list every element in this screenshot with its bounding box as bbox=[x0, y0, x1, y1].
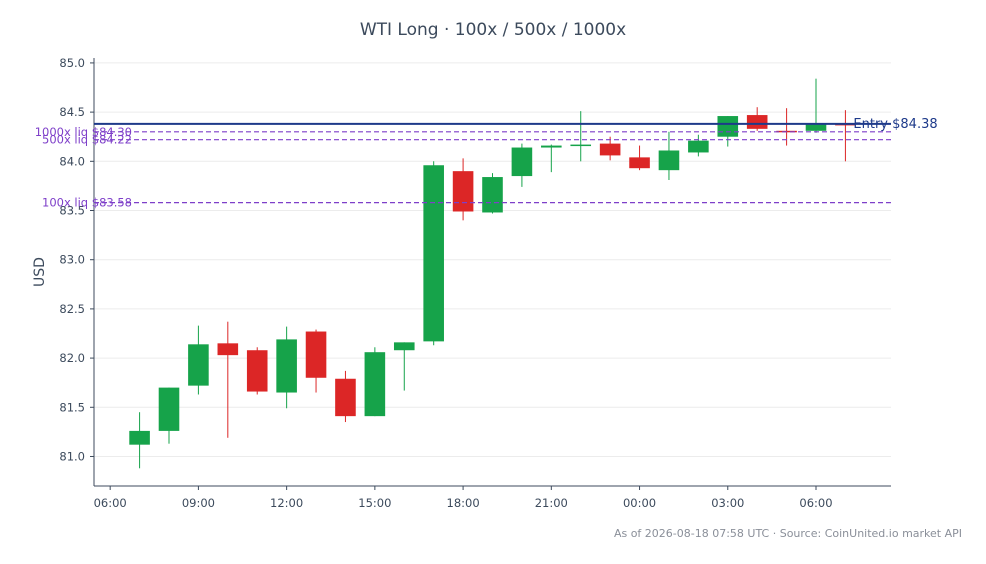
chart-title: WTI Long · 100x / 500x / 1000x bbox=[359, 20, 627, 40]
entry-label: Entry $84.38 bbox=[853, 117, 937, 132]
candle-body bbox=[423, 165, 444, 342]
candle-body bbox=[276, 339, 297, 393]
y-tick-label: 85.0 bbox=[59, 56, 85, 70]
y-tick-label: 82.5 bbox=[59, 302, 85, 316]
x-tick-label: 15:00 bbox=[358, 496, 391, 510]
liq-500x-label: 500x liq $84.22 bbox=[42, 133, 132, 147]
candle-body bbox=[158, 387, 180, 431]
x-tick-label: 21:00 bbox=[535, 496, 568, 510]
x-tick-label: 09:00 bbox=[182, 496, 215, 510]
y-tick-label: 84.5 bbox=[59, 105, 85, 119]
candle-body bbox=[217, 343, 239, 356]
x-tick-label: 12:00 bbox=[270, 496, 303, 510]
source-footnote: As of 2026-08-18 07:58 UTC · Source: Coi… bbox=[613, 527, 962, 540]
candle-body bbox=[246, 350, 268, 392]
liq-100x-label: 100x liq $83.58 bbox=[42, 196, 132, 210]
candle-body bbox=[129, 430, 150, 445]
candle-body bbox=[393, 342, 415, 351]
y-tick-label: 83.0 bbox=[59, 253, 85, 267]
candle-body bbox=[452, 171, 474, 212]
candle-body bbox=[599, 143, 621, 156]
candle-body bbox=[188, 344, 209, 386]
y-axis-label: USD bbox=[32, 257, 48, 287]
candle-body bbox=[570, 144, 592, 147]
candle-body bbox=[805, 123, 827, 131]
candle-body bbox=[305, 331, 327, 378]
candle-body bbox=[335, 378, 356, 417]
candle-body bbox=[658, 150, 680, 171]
x-tick-label: 18:00 bbox=[447, 496, 480, 510]
candle-body bbox=[688, 140, 709, 153]
candle-body bbox=[482, 177, 503, 213]
y-tick-label: 81.0 bbox=[59, 449, 85, 463]
candle-body bbox=[364, 352, 386, 417]
y-tick-label: 84.0 bbox=[59, 154, 85, 168]
x-tick-label: 00:00 bbox=[623, 496, 656, 510]
candle-body bbox=[746, 115, 768, 129]
candle-body bbox=[717, 116, 739, 137]
liq-1000x-label: 1000x liq $84.30 bbox=[35, 125, 132, 139]
y-tick-label: 82.0 bbox=[59, 351, 85, 365]
x-tick-label: 06:00 bbox=[94, 496, 127, 510]
x-tick-label: 06:00 bbox=[799, 496, 832, 510]
y-tick-label: 83.5 bbox=[59, 204, 85, 218]
candle-body bbox=[511, 147, 533, 177]
candle-body bbox=[541, 145, 562, 148]
x-tick-label: 03:00 bbox=[711, 496, 744, 510]
candle-body bbox=[629, 157, 650, 169]
y-tick-label: 81.5 bbox=[59, 400, 85, 414]
